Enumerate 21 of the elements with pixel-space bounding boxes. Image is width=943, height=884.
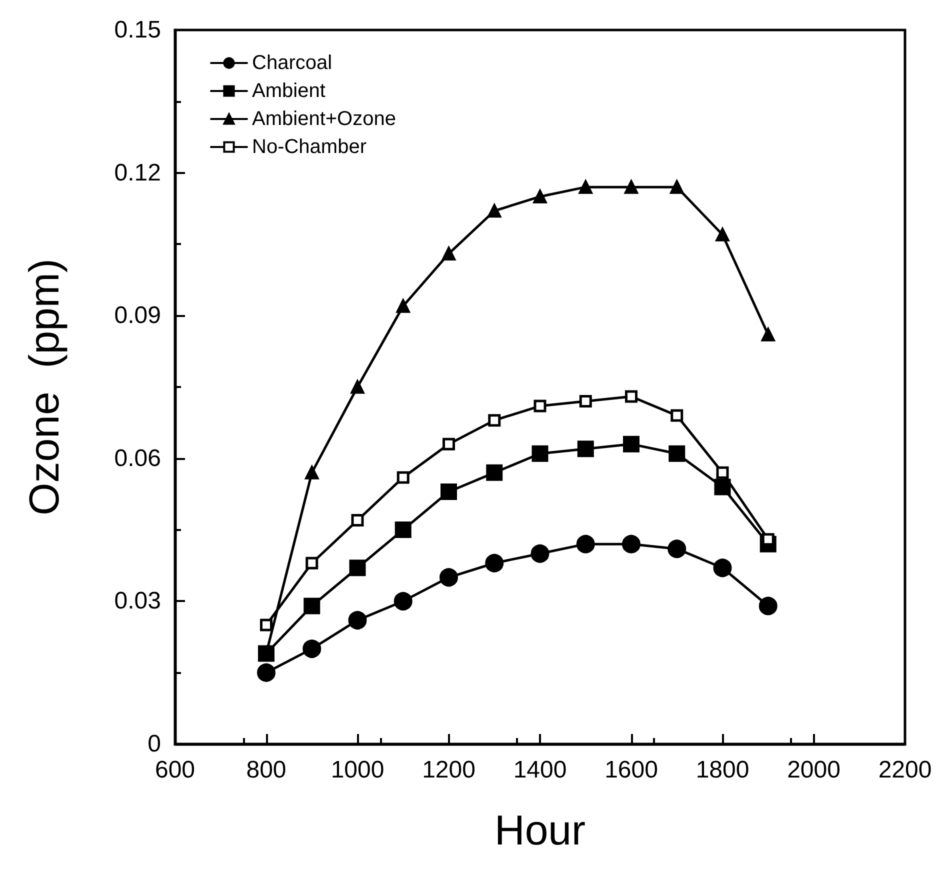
x-tick-label: 1000 [330, 756, 384, 784]
legend-label: No-Chamber [252, 136, 367, 158]
legend-label: Ambient [252, 80, 326, 102]
x-tick-label: 800 [246, 756, 286, 784]
y-tick-label: 0 [148, 730, 161, 758]
x-tick-label: 1800 [696, 756, 750, 784]
y-tick-label: 0.03 [114, 588, 161, 615]
x-tick-label: 2200 [878, 756, 932, 784]
x-tick-label: 1400 [513, 756, 567, 784]
x-axis-title: Hour [494, 806, 586, 854]
y-tick-label: 0.06 [114, 444, 161, 472]
y-tick-label: 0.09 [114, 302, 161, 330]
legend-label: Charcoal [252, 52, 332, 74]
y-tick-label: 0.12 [114, 159, 161, 186]
y-axis-title: Ozone (ppm) [20, 258, 68, 516]
x-tick-label: 2000 [787, 756, 840, 784]
x-tick-label: 600 [154, 756, 196, 784]
x-tick-label: 1600 [604, 756, 658, 784]
x-tick-label: 1200 [422, 756, 476, 784]
legend-label: Ambient+Ozone [252, 108, 396, 130]
y-tick-label: 0.15 [114, 16, 161, 44]
